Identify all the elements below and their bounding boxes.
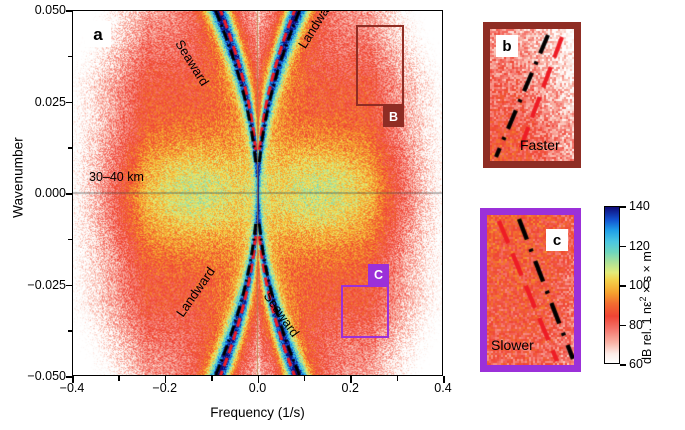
label-depth-range: 30–40 km [89,170,144,184]
colorbar-tick-mark [620,206,626,208]
x-minor-tick [211,376,213,381]
spectrum-heatmap-a [73,11,442,375]
colorbar-tick-label: 140 [629,199,650,213]
y-tick-mark [66,193,73,195]
colorbar-tick-label: 120 [629,238,650,253]
inset-box-c[interactable] [341,285,389,338]
colorbar-gradient [604,206,620,364]
x-tick-mark [350,376,352,383]
panel-b-caption: Faster [520,137,560,153]
panel-b-zoom[interactable]: b Faster [483,22,581,168]
panel-c-caption: Slower [491,337,534,353]
x-axis-label: Frequency (1/s) [210,405,305,420]
x-minor-tick [118,376,120,381]
colorbar-title-superscript: 2 [638,296,648,302]
y-minor-tick [68,55,73,58]
x-tick-label: −0.4 [59,381,85,395]
inset-box-c-label: C [368,264,389,285]
x-tick-label: −0.2 [152,381,178,395]
x-tick-label: 0.4 [434,381,452,395]
x-tick-label: 0.0 [248,381,267,395]
panel-b-letter: b [496,35,518,57]
y-tick-label: 0.025 [34,94,66,109]
colorbar-tick-mark [620,364,626,366]
y-tick-label: −0.050 [27,369,66,383]
panel-a-spectrum[interactable]: a Seaward Landward Landward Seaward 30–4… [72,10,443,376]
y-minor-tick [68,147,73,149]
x-tick-mark [257,376,259,383]
panel-c-letter: c [546,229,568,251]
x-tick-mark [164,376,167,383]
panel-c-zoom[interactable]: c Slower [480,208,581,372]
y-tick-mark [66,376,73,378]
y-tick-mark [66,284,73,286]
x-tick-mark [443,376,445,383]
y-tick-label: 0.050 [34,3,66,17]
y-tick-label: 0.000 [34,186,66,200]
colorbar-tick-label: 80 [629,317,643,332]
colorbar-tick-mark [620,285,626,287]
colorbar-tick-label: 100 [629,278,650,292]
y-tick-label: −0.025 [27,277,66,292]
colorbar-tick-mark [620,245,626,247]
y-minor-tick [68,330,73,332]
x-minor-tick [303,376,306,381]
panel-a-letter: a [85,21,111,47]
colorbar-tick-label: 60 [629,357,643,371]
inset-box-b[interactable] [356,25,404,106]
x-tick-mark [72,376,74,383]
y-tick-mark [66,10,73,12]
colorbar-tick-mark [620,324,626,326]
y-minor-tick [68,101,73,103]
colorbar-axis-title: dB rel. 1 nε2 × s × m [638,251,655,364]
y-minor-tick [68,238,73,241]
inset-box-b-label: B [383,106,404,127]
x-minor-tick [396,376,399,381]
x-tick-label: 0.2 [341,381,359,395]
